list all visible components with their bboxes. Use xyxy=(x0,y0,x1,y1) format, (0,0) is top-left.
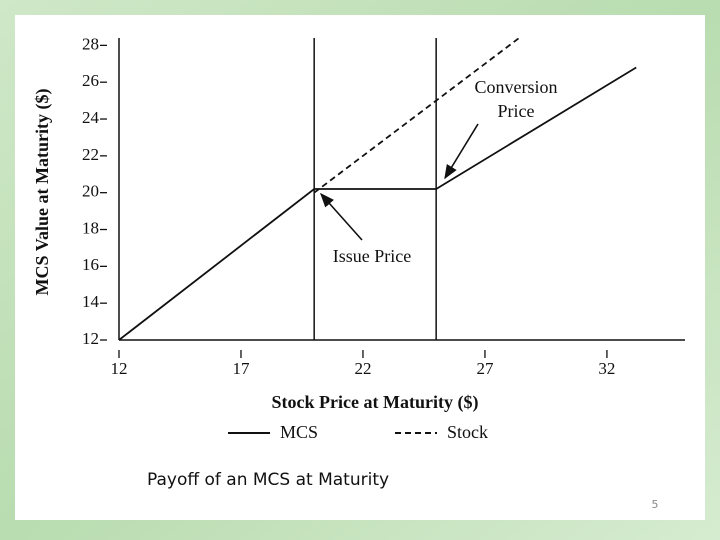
x-tick-label: 17 xyxy=(232,359,250,378)
annotation: Price xyxy=(498,101,535,121)
x-axis-label: Stock Price at Maturity ($) xyxy=(272,392,479,413)
y-tick-label: 28 xyxy=(82,34,99,53)
y-tick-label: 16 xyxy=(82,255,99,274)
content-area xyxy=(15,15,705,520)
caption: Payoff of an MCS at Maturity xyxy=(147,470,389,490)
x-tick-label: 32 xyxy=(598,359,615,378)
y-tick-label: 12 xyxy=(82,329,99,348)
y-tick-label: 22 xyxy=(82,145,99,164)
legend-label: Stock xyxy=(447,422,488,442)
annotation: Conversion xyxy=(475,77,558,97)
series-line xyxy=(118,66,637,341)
y-tick-label: 24 xyxy=(82,108,100,127)
y-axis-label: MCS Value at Maturity ($) xyxy=(32,89,53,296)
legend-label: MCS xyxy=(280,422,318,442)
x-tick-label: 22 xyxy=(354,359,371,378)
y-tick-label: 26 xyxy=(82,71,99,90)
y-tick-label: 14 xyxy=(82,292,100,311)
x-tick-label: 27 xyxy=(476,359,494,378)
arrow xyxy=(444,123,479,180)
x-tick-label: 12 xyxy=(111,359,128,378)
series-line xyxy=(313,37,520,194)
arrow xyxy=(320,192,363,241)
y-tick-label: 18 xyxy=(82,218,99,237)
annotation: Issue Price xyxy=(333,246,411,266)
page-number: 5 xyxy=(652,498,659,511)
y-tick-label: 20 xyxy=(82,182,99,201)
